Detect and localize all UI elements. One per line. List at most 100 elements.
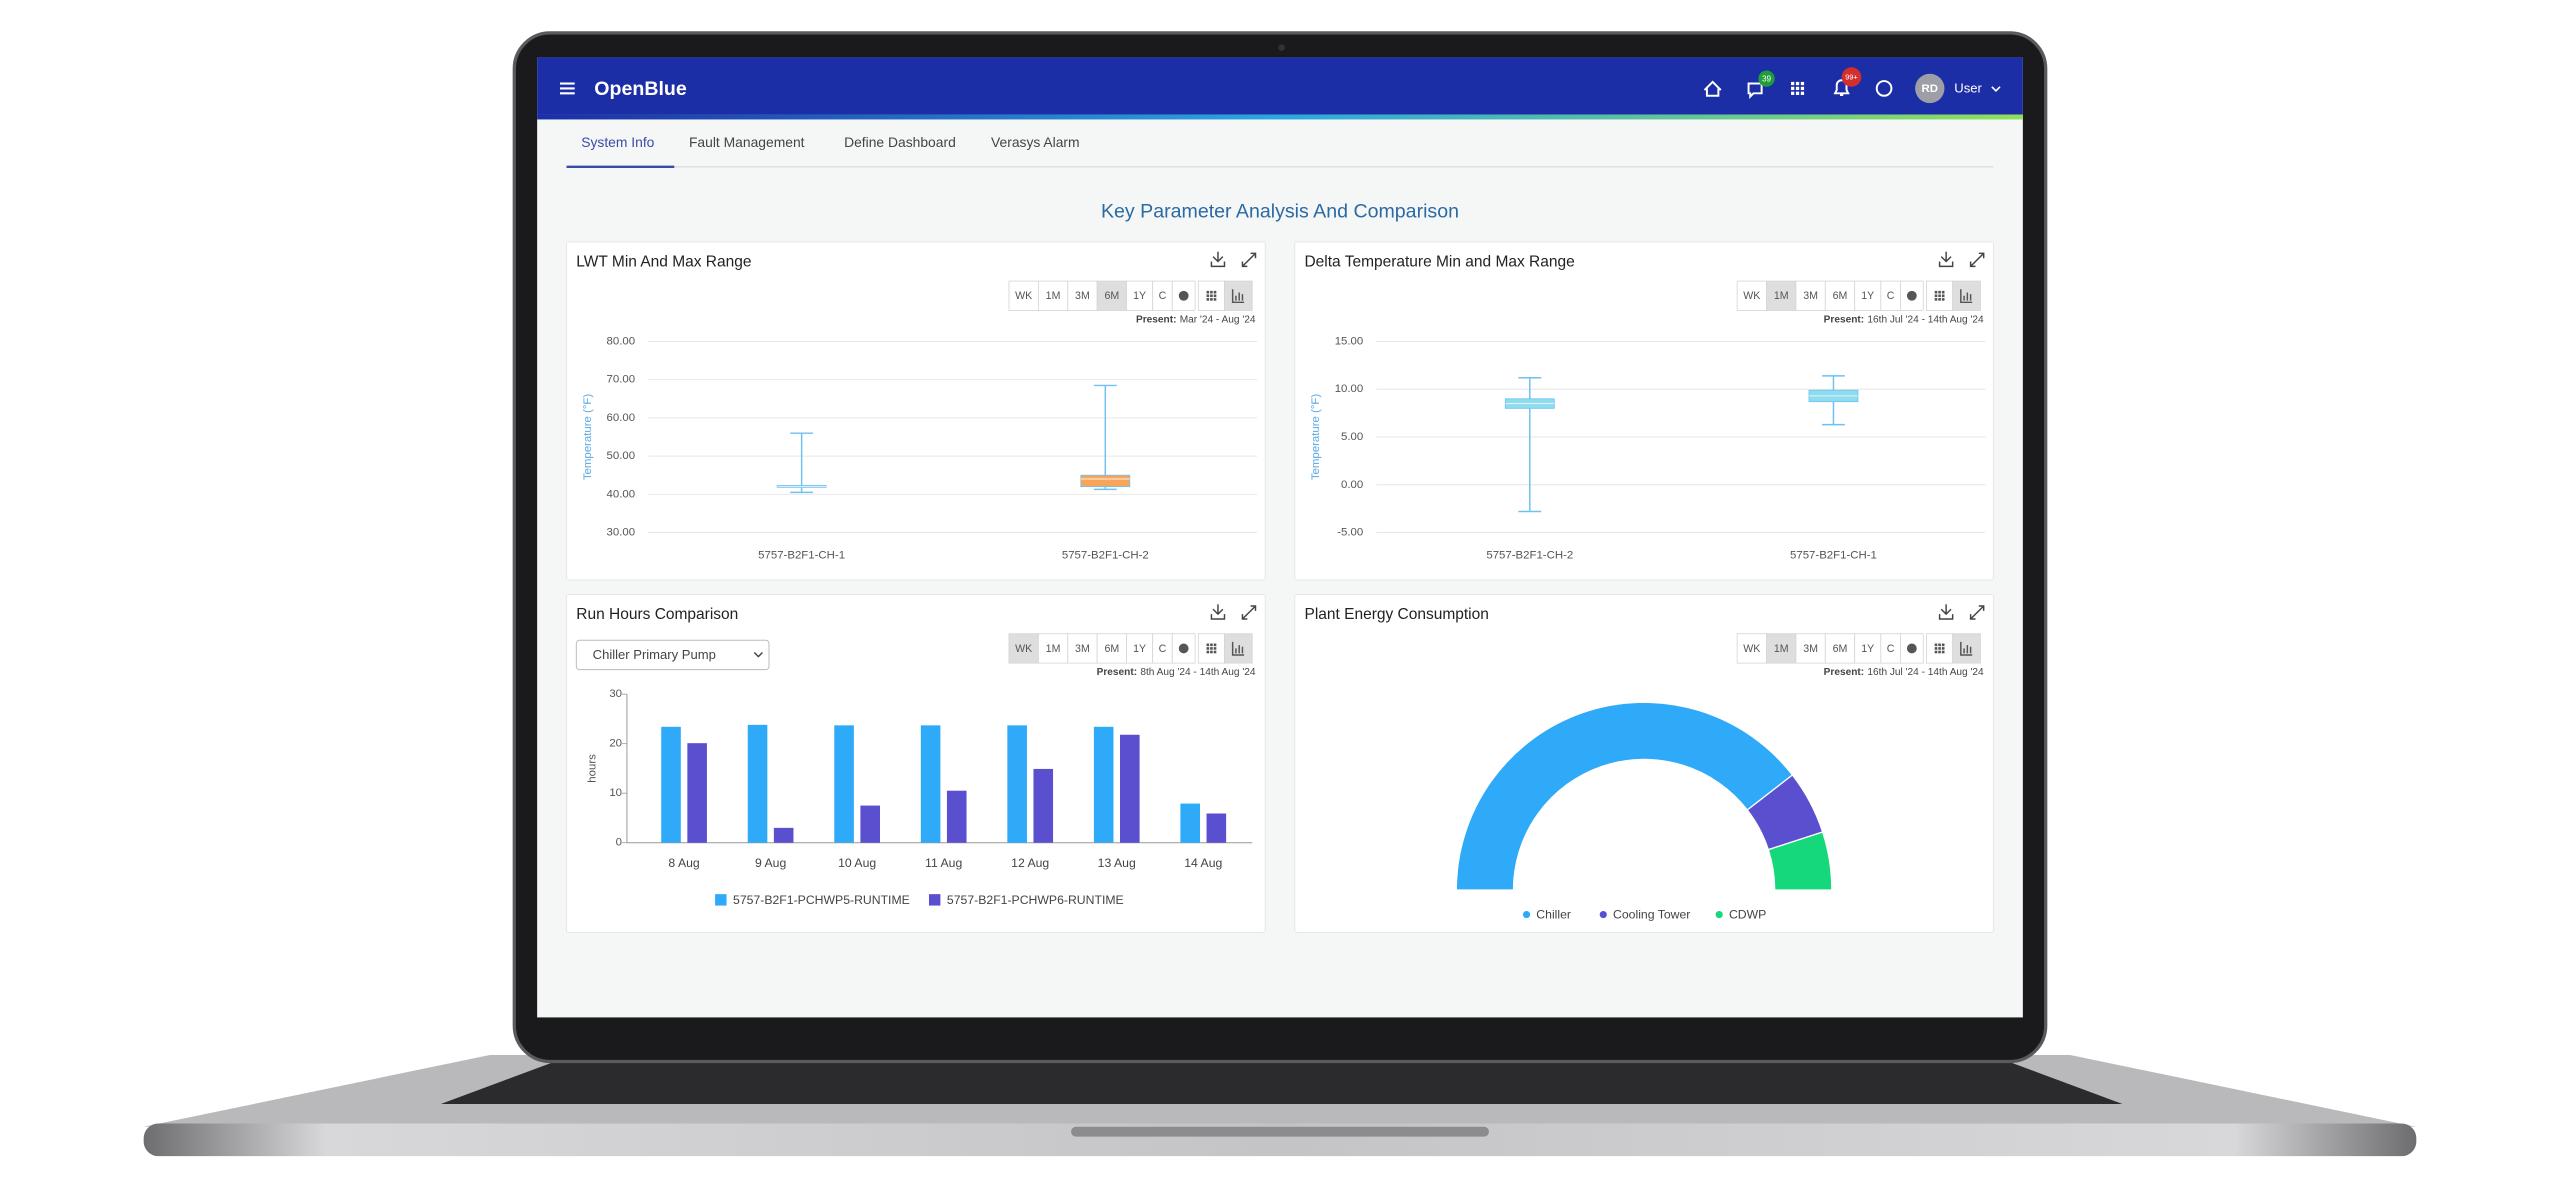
chart-view-button[interactable] (1952, 633, 1981, 664)
range-button[interactable] (1736, 280, 1767, 311)
range-button[interactable] (1854, 280, 1882, 311)
x-tick-label: 5757-B2F1-CH-2 (1486, 549, 1573, 561)
range-button[interactable] (1067, 280, 1098, 311)
range-button-label[interactable]: 3M (1075, 290, 1090, 302)
menu-icon[interactable] (560, 82, 575, 95)
table-icon (1213, 643, 1217, 647)
donut-segment (1767, 831, 1833, 891)
range-button-label[interactable]: C (1159, 290, 1167, 302)
present-value: Mar '24 - Aug '24 (1180, 314, 1256, 325)
legend-dot[interactable] (1715, 910, 1723, 919)
range-button-label[interactable]: 1Y (1861, 643, 1874, 655)
range-button[interactable] (1126, 280, 1154, 311)
range-button[interactable] (1824, 633, 1856, 664)
download-icon[interactable] (1938, 604, 1954, 620)
help-icon[interactable] (1875, 80, 1893, 97)
bar (1206, 813, 1227, 843)
range-button-label[interactable]: C (1887, 643, 1895, 655)
range-button-label[interactable]: C (1887, 290, 1895, 302)
tab[interactable]: Fault Management (689, 134, 805, 150)
user-chevron[interactable] (1991, 86, 2001, 93)
download-icon[interactable] (1210, 604, 1226, 620)
avatar[interactable] (1915, 73, 1945, 104)
range-button-label[interactable]: WK (1015, 643, 1032, 655)
range-button-label[interactable]: 6M (1104, 643, 1119, 655)
legend-label[interactable]: 5757-B2F1-PCHWP6-RUNTIME (947, 893, 1124, 907)
range-button[interactable] (1824, 280, 1856, 311)
table-icon (1938, 298, 1941, 301)
range-button-label[interactable]: C (1159, 643, 1167, 655)
y-tick-label: 15.00 (1335, 336, 1364, 348)
chart-icon (1960, 289, 1973, 304)
legend-label[interactable]: 5757-B2F1-PCHWP5-RUNTIME (733, 893, 910, 907)
chart-view-button[interactable] (1224, 280, 1253, 311)
legend-dot[interactable] (1599, 910, 1607, 919)
y-tick-label: 0.00 (1341, 479, 1363, 491)
globe-icon (1178, 290, 1189, 301)
globe-icon (1178, 643, 1189, 654)
expand-icon[interactable] (1969, 605, 1985, 620)
tab[interactable]: System Info (581, 134, 654, 150)
chat-icon[interactable] (1747, 82, 1763, 99)
user-name[interactable]: User (1954, 81, 1982, 96)
range-button[interactable] (1854, 633, 1882, 664)
expand-icon[interactable] (1969, 252, 1985, 268)
chart-view-button[interactable] (1224, 633, 1253, 664)
range-button[interactable] (1037, 280, 1069, 311)
expand-icon[interactable] (1241, 605, 1257, 620)
download-icon[interactable] (1210, 251, 1226, 268)
range-button-label[interactable]: 6M (1104, 290, 1119, 302)
y-tick-label: -5.00 (1337, 527, 1363, 539)
table-icon (1210, 647, 1213, 650)
range-button-label[interactable]: 6M (1833, 643, 1848, 655)
apps-icon[interactable] (1791, 81, 1805, 95)
range-button-label[interactable]: 6M (1833, 290, 1848, 302)
range-button-label[interactable]: 1Y (1133, 643, 1146, 655)
range-button-label[interactable]: 3M (1803, 290, 1818, 302)
bar (687, 743, 707, 843)
present-range: Present: 16th Jul '24 - 14th Aug '24 (1824, 314, 1984, 325)
header-strip (537, 114, 2023, 120)
range-button-label[interactable]: 1M (1774, 643, 1789, 655)
range-button-label[interactable]: 3M (1803, 643, 1818, 655)
expand-icon[interactable] (1241, 252, 1257, 268)
range-button[interactable] (1766, 633, 1797, 664)
table-icon (1938, 290, 1941, 294)
tab[interactable]: Verasys Alarm (991, 134, 1080, 150)
range-button-label[interactable]: 1M (1046, 643, 1061, 655)
legend-dot[interactable] (1522, 910, 1531, 919)
range-button[interactable] (1008, 633, 1039, 664)
app-header (537, 57, 2023, 115)
home-icon[interactable] (1703, 80, 1722, 97)
dropdown[interactable] (575, 639, 770, 671)
dropdown-label[interactable]: Chiller Primary Pump (593, 647, 716, 662)
legend-label[interactable]: CDWP (1729, 907, 1766, 921)
dropdown-caret (753, 651, 763, 658)
range-button[interactable] (1795, 280, 1826, 311)
table-icon (1206, 647, 1210, 650)
range-button-label[interactable]: 1M (1774, 290, 1789, 302)
legend-swatch[interactable] (715, 894, 727, 906)
range-button-label[interactable]: 1M (1046, 290, 1061, 302)
y-tick-label: 10 (609, 787, 622, 799)
range-button[interactable] (1096, 633, 1127, 664)
legend-label[interactable]: Chiller (1536, 907, 1571, 921)
table-icon (1210, 650, 1213, 654)
range-button[interactable] (1008, 280, 1039, 311)
range-button[interactable] (1766, 280, 1797, 311)
x-tick-label: 5757-B2F1-CH-2 (1062, 549, 1149, 561)
range-button-label[interactable]: WK (1743, 643, 1760, 655)
range-button[interactable] (1037, 633, 1069, 664)
range-button-label[interactable]: WK (1743, 290, 1760, 302)
range-button-label[interactable]: 1Y (1133, 290, 1146, 302)
range-button-label[interactable]: 3M (1075, 643, 1090, 655)
range-button[interactable] (1736, 633, 1767, 664)
legend-label[interactable]: Cooling Tower (1613, 907, 1690, 921)
table-icon (1934, 647, 1938, 650)
chart-view-button[interactable] (1952, 280, 1981, 311)
range-button-label[interactable]: 1Y (1861, 290, 1874, 302)
download-icon[interactable] (1938, 251, 1954, 268)
legend-swatch[interactable] (928, 894, 941, 906)
range-button-label[interactable]: WK (1015, 290, 1032, 302)
tab[interactable]: Define Dashboard (844, 134, 956, 150)
